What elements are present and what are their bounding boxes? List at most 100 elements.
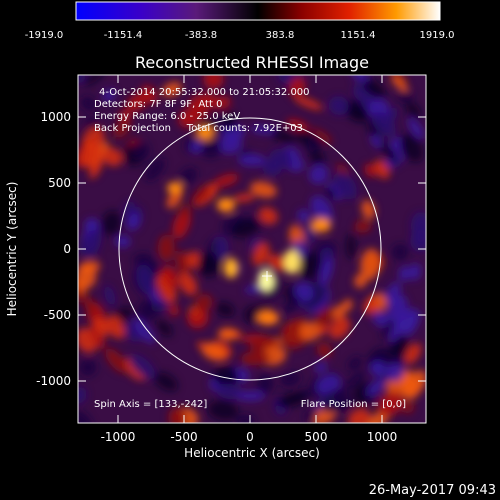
image-blob [207,399,239,421]
x-tick-label: -500 [170,430,197,444]
image-blob [404,343,422,365]
image-blob [354,219,372,234]
image-blob [104,285,116,306]
image-blob [294,96,323,110]
info-block: 4-Oct-2014 20:55:32.000 to 21:05:32.000 … [94,87,406,410]
image-blob [218,135,242,154]
image-blob [186,306,209,329]
colorbar-tick-label: -1151.4 [104,30,143,41]
colorbar-tick-label: 1151.4 [341,30,376,41]
image-blob [162,82,182,97]
image-blob [80,142,103,169]
colorbar-tick-label: -1919.0 [25,30,64,41]
bright-source [284,250,300,274]
image-blob [168,406,186,423]
image-blob [238,154,266,167]
image-blob [118,109,132,122]
image-blob [386,281,401,307]
image-blob [215,302,235,317]
image-blob [370,134,383,148]
colorbar-tick-label: 383.8 [266,30,295,41]
image-blob [267,254,287,270]
image-blob [232,219,259,238]
image-blob [179,167,198,185]
image-blob [189,140,204,154]
colorbar: -1919.0 -1151.4 -383.8 383.8 1151.4 1919.0 [25,1,455,41]
image-blob [364,163,377,178]
bright-source [218,328,238,340]
image-blob [178,272,198,296]
image-blob [78,75,86,84]
image-blob [310,195,333,225]
image-blob [126,92,149,113]
image-blob [178,108,200,128]
image-blob [314,362,327,373]
image-blob [386,363,405,382]
image-blob [288,76,306,98]
y-tick-label: -1000 [36,374,71,388]
image-blob [211,96,231,110]
image-blob [105,348,128,374]
image-blob [270,130,297,144]
image-blob [252,242,270,266]
image-blob [78,410,93,423]
image-blob [131,141,150,161]
image-blob [325,187,336,199]
image-blob [84,296,96,317]
image-blob [79,359,97,377]
x-tick-label: 500 [305,430,328,444]
image-blob [137,299,160,321]
image-blob [316,324,329,336]
image-blob [329,316,351,339]
image-blob [136,264,156,294]
image-blob [197,255,220,278]
image-blob [398,265,411,282]
image-blob [102,89,116,102]
image-blob [81,96,96,111]
image-blob [310,128,333,144]
axes: -1000 -500 0 500 1000 1000 500 0 -500 -1000 [36,75,426,444]
colorbar-gradient [75,1,441,21]
bright-source [257,311,279,325]
image-blob [141,84,158,104]
image-blob [233,193,255,203]
image-blob [175,250,189,277]
image-blob [363,297,379,315]
bright-source [311,218,331,232]
image-blob [361,200,376,219]
image-blob [102,147,123,167]
plot-title: Reconstructed RHESSI Image [135,53,369,72]
flare-position-label: Flare Position = [0,0] [301,399,406,410]
spin-axis-label: Spin Axis = [133,-242] [94,399,207,410]
image-blob [343,370,367,390]
x-axis-label: Heliocentric X (arcsec) [184,446,320,460]
image-blob [201,343,227,361]
image-blob [286,118,310,132]
image-blob [213,173,239,188]
image-blob [409,263,421,281]
image-blob [84,75,108,86]
image-blob [371,111,396,137]
image-blob [201,139,222,159]
image-blob [294,282,314,302]
image-blob [390,75,409,92]
image-blob [369,360,385,376]
image-blob [112,119,131,138]
image-blob [299,250,321,281]
image-blob [212,366,240,387]
footer-timestamp: 26-May-2017 09:43 [369,483,496,498]
y-tick-label: -500 [44,308,71,322]
bright-source [167,182,183,194]
image-blob [342,299,353,312]
image-blob [405,101,422,119]
image-blob [304,410,317,422]
image-blob [308,164,329,185]
image-blob [156,319,173,337]
image-blob [366,378,386,397]
x-tick-label: -1000 [101,430,136,444]
image-blob [401,400,415,414]
image-blob [191,185,212,204]
image-blob [161,265,179,290]
bright-source [196,126,214,140]
